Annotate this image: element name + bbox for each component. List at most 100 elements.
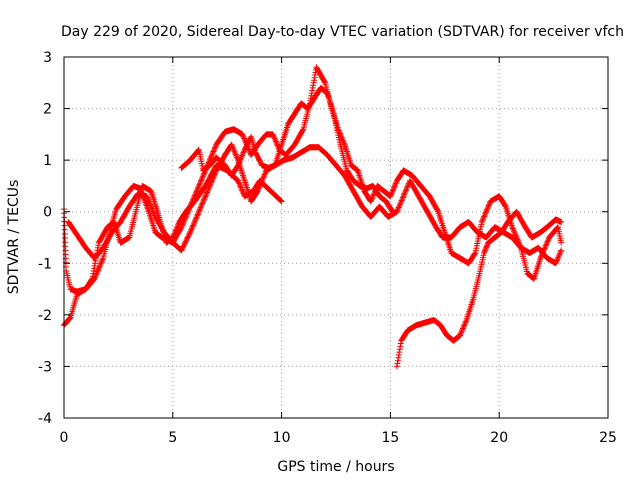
data-point: [194, 187, 201, 194]
data-point: [388, 190, 395, 197]
data-point: [151, 211, 158, 218]
data-point: [458, 329, 465, 336]
data-point: [543, 241, 550, 248]
data-point: [261, 173, 267, 179]
x-axis-label: GPS time / hours: [277, 459, 394, 475]
data-point: [183, 237, 190, 244]
data-point: [208, 154, 215, 160]
data-point: [205, 186, 212, 193]
data-point: [99, 257, 105, 264]
data-point: [459, 326, 466, 333]
data-point: [399, 194, 406, 201]
data-point: [187, 202, 194, 209]
data-point: [239, 189, 246, 195]
data-point: [198, 203, 205, 210]
data-point: [457, 331, 464, 338]
data-point: [388, 191, 394, 198]
y-tick-label: -1: [38, 256, 52, 272]
data-point: [146, 200, 153, 207]
data-point: [229, 144, 236, 151]
data-point: [92, 273, 99, 279]
data-point: [556, 251, 563, 258]
data-point: [236, 180, 243, 187]
data-point: [193, 214, 200, 221]
data-point: [209, 149, 216, 156]
data-point: [199, 174, 206, 181]
data-point: [186, 206, 192, 213]
data-point: [94, 267, 101, 274]
data-point: [186, 231, 192, 238]
data-point: [231, 148, 238, 155]
data-point: [180, 218, 187, 225]
data-point: [184, 234, 191, 241]
data-point: [389, 208, 396, 215]
data-point: [211, 173, 217, 179]
data-point: [396, 201, 403, 208]
data-point: [403, 186, 410, 193]
data-point: [97, 260, 104, 267]
data-point: [230, 145, 237, 152]
data-point: [389, 187, 396, 194]
data-point: [195, 182, 202, 189]
data-point: [190, 196, 197, 203]
data-point: [179, 222, 186, 229]
data-point: [211, 147, 217, 154]
y-tick-label: 2: [43, 102, 52, 118]
data-point: [554, 257, 560, 264]
y-tick-label: -4: [38, 411, 52, 427]
data-point: [211, 145, 218, 152]
data-point: [192, 217, 199, 223]
data-point: [262, 170, 269, 177]
x-tick-label: 20: [490, 430, 508, 446]
data-point: [143, 193, 150, 200]
data-point: [202, 192, 209, 199]
data-point: [392, 180, 399, 187]
data-point: [147, 202, 154, 209]
data-point: [199, 200, 206, 207]
data-point: [238, 153, 245, 160]
data-point: [149, 207, 156, 213]
data-point: [197, 206, 204, 212]
data-point: [258, 179, 265, 186]
data-point: [210, 174, 217, 181]
data-point: [278, 197, 284, 204]
data-point: [542, 244, 549, 251]
data-point: [509, 225, 516, 232]
data-point: [369, 195, 375, 202]
data-point: [460, 324, 467, 330]
data-point: [202, 193, 209, 200]
data-point: [96, 263, 103, 270]
data-point: [187, 229, 194, 236]
data-point: [480, 214, 487, 221]
data-point: [201, 195, 208, 201]
data-point: [389, 207, 395, 214]
data-point: [543, 240, 550, 246]
data-point: [486, 201, 493, 208]
data-point: [255, 185, 262, 192]
series-track-d: [178, 84, 396, 215]
data-point: [195, 184, 202, 191]
data-point: [261, 171, 268, 178]
data-point: [398, 197, 405, 204]
data-point: [96, 264, 103, 271]
data-point: [483, 244, 490, 251]
data-point: [545, 237, 552, 244]
data-point: [92, 274, 98, 281]
data-point: [99, 256, 106, 263]
data-point: [235, 177, 242, 184]
data-point: [481, 212, 488, 219]
x-tick-label: 25: [599, 430, 617, 446]
data-point: [321, 78, 328, 85]
data-point: [544, 238, 551, 245]
data-point: [200, 199, 206, 206]
data-point: [182, 239, 189, 246]
data-point: [255, 186, 262, 193]
x-tick-label: 10: [273, 430, 291, 446]
data-point: [512, 232, 519, 239]
data-point: [387, 193, 394, 200]
data-point: [277, 197, 284, 204]
data-point: [395, 204, 402, 211]
data-point: [235, 162, 242, 169]
data-point: [397, 200, 404, 207]
